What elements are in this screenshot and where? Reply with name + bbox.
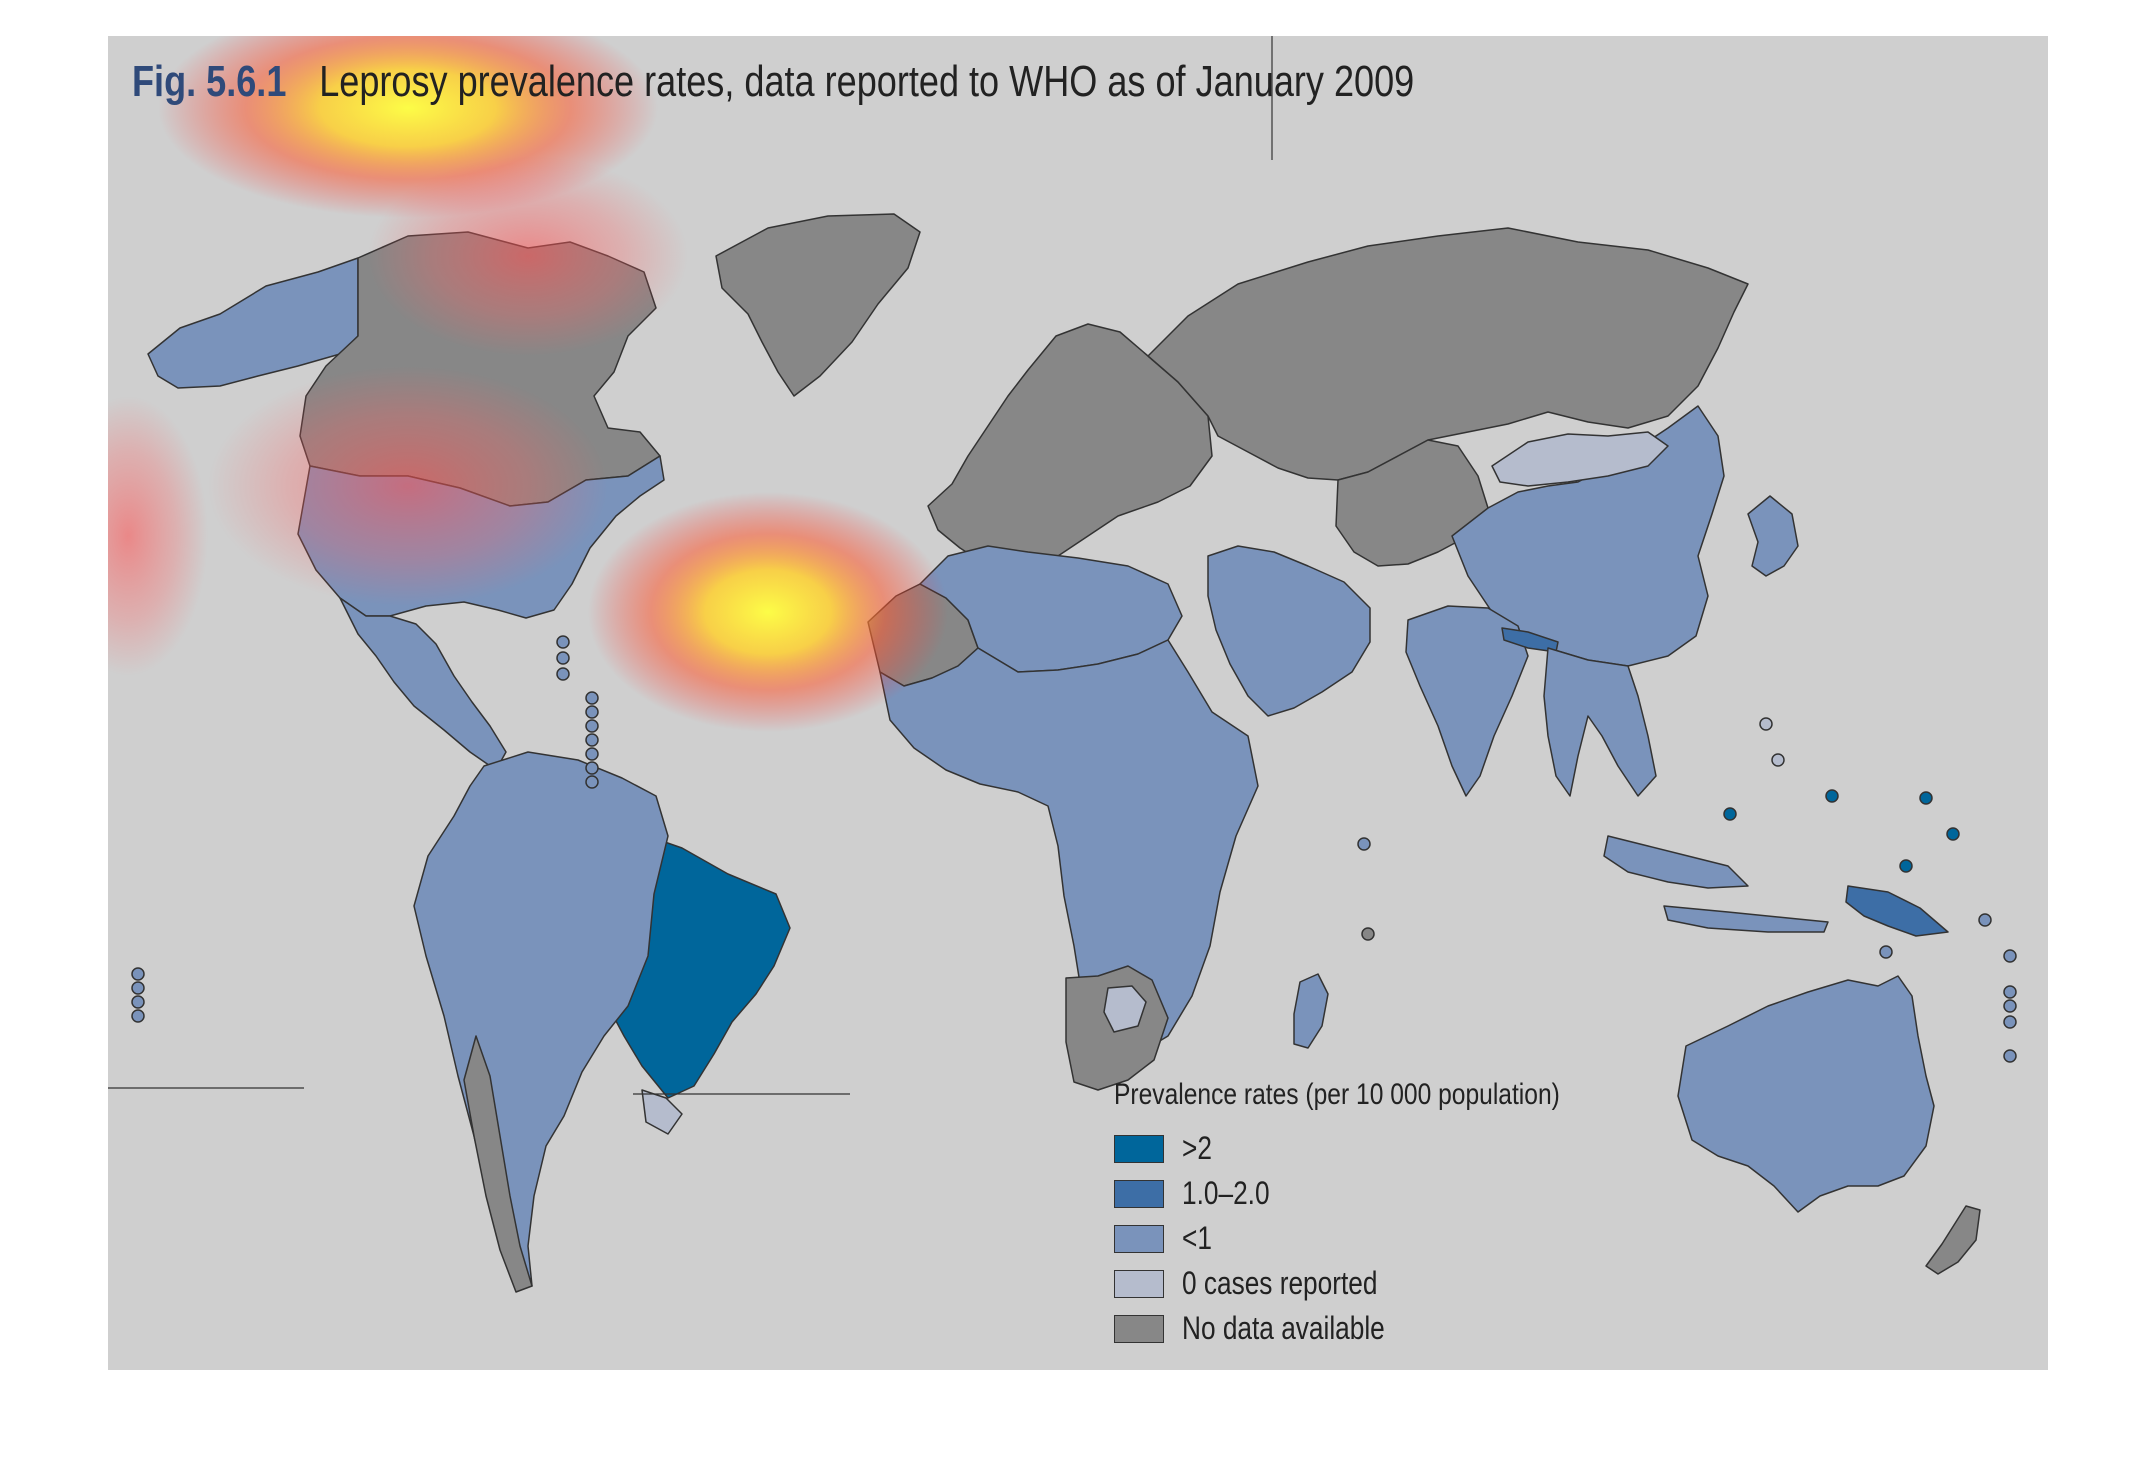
island-marker: [131, 967, 145, 981]
island-marker: [585, 691, 599, 705]
island-marker: [131, 1009, 145, 1023]
region-uruguay: [641, 1089, 683, 1135]
island-marker: [1978, 913, 1992, 927]
legend-item-no-data: No data available: [1114, 1306, 1658, 1351]
island-marker: [131, 995, 145, 1009]
island-marker: [1759, 717, 1773, 731]
region-new-zealand: [1925, 1205, 1981, 1275]
island-marker: [1357, 837, 1371, 851]
legend-item-above-2: >2: [1114, 1126, 1658, 1171]
island-marker: [2003, 985, 2017, 999]
region-sub-saharan-africa: [879, 639, 1259, 1061]
attention-heat-overlay: [108, 36, 948, 732]
region-india: [1405, 605, 1529, 797]
island-marker: [585, 719, 599, 733]
island-marker: [1879, 945, 1893, 959]
region-mongolia: [1491, 431, 1669, 487]
region-middle-east: [1207, 545, 1371, 717]
island-marker: [585, 775, 599, 789]
island-marker: [585, 733, 599, 747]
legend-swatch: [1114, 1134, 1164, 1163]
region-indonesia: [1603, 835, 1829, 933]
region-russia: [1147, 227, 1749, 481]
figure-number: Fig. 5.6.1: [132, 57, 287, 106]
legend-label: 1.0–2.0: [1182, 1175, 1270, 1211]
heat-blob: [368, 156, 688, 356]
island-marker: [1825, 789, 1839, 803]
island-marker: [585, 761, 599, 775]
island-marker: [585, 747, 599, 761]
region-south-america: [413, 751, 669, 1287]
legend-item-zero-cases: 0 cases reported: [1114, 1261, 1658, 1306]
island-marker: [556, 667, 570, 681]
figure-title-text: Leprosy prevalence rates, data reported …: [319, 57, 1415, 106]
region-botswana: [1103, 985, 1147, 1033]
island-marker: [556, 651, 570, 665]
island-marker: [585, 705, 599, 719]
legend-label: >2: [1182, 1130, 1212, 1166]
island-marker: [1723, 807, 1737, 821]
region-greenland: [715, 213, 921, 397]
region-australia: [1677, 975, 1935, 1213]
island-marker: [2003, 1049, 2017, 1063]
heat-blob: [588, 492, 948, 732]
legend-item-1-to-2: 1.0–2.0: [1114, 1171, 1658, 1216]
legend-label: No data available: [1182, 1310, 1385, 1346]
figure-title: Fig. 5.6.1 Leprosy prevalence rates, data…: [132, 54, 1414, 110]
legend-swatch: [1114, 1269, 1164, 1298]
region-japan: [1747, 495, 1799, 577]
island-marker: [556, 635, 570, 649]
region-chile: [463, 1035, 533, 1293]
island-marker: [2003, 999, 2017, 1013]
legend-swatch: [1114, 1224, 1164, 1253]
region-southeast-asia: [1543, 647, 1657, 797]
island-marker: [2003, 1015, 2017, 1029]
legend-item-below-1: <1: [1114, 1216, 1658, 1261]
island-marker: [1946, 827, 1960, 841]
island-marker: [131, 981, 145, 995]
legend-swatch: [1114, 1314, 1164, 1343]
island-marker: [2003, 949, 2017, 963]
island-marker: [1361, 927, 1375, 941]
legend-title: Prevalence rates (per 10 000 population): [1114, 1078, 1560, 1111]
island-marker: [1771, 753, 1785, 767]
world-map: [108, 36, 2017, 1293]
legend-swatch: [1114, 1179, 1164, 1208]
region-mexico-and-central-america: [339, 597, 507, 771]
region-papua-new-guinea: [1845, 885, 1949, 937]
legend-label: <1: [1182, 1220, 1212, 1256]
legend: Prevalence rates (per 10 000 population)…: [1114, 1078, 1658, 1351]
island-marker: [1919, 791, 1933, 805]
map-panel: Fig. 5.6.1 Leprosy prevalence rates, data…: [108, 36, 2048, 1370]
region-madagascar: [1293, 973, 1329, 1049]
heat-blob: [208, 366, 608, 606]
heat-blob: [108, 396, 208, 676]
legend-label: 0 cases reported: [1182, 1265, 1378, 1301]
island-marker: [1899, 859, 1913, 873]
